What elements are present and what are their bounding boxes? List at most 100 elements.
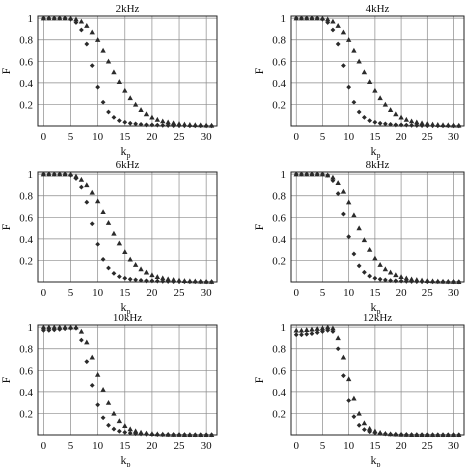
- data-point-diamond: [367, 273, 373, 279]
- data-point-diamond: [335, 346, 341, 352]
- series-diamond: [293, 15, 462, 129]
- data-point-triangle: [198, 278, 204, 284]
- data-point-triangle: [361, 420, 368, 426]
- data-point-triangle: [160, 118, 166, 124]
- data-point-diamond: [116, 118, 122, 124]
- data-point-triangle: [149, 272, 155, 278]
- y-tick-label: 0.6: [19, 365, 33, 377]
- data-point-diamond: [377, 276, 383, 282]
- x-axis-label: kp: [371, 300, 381, 316]
- data-point-diamond: [106, 422, 111, 428]
- data-point-triangle: [165, 431, 171, 437]
- y-tick-label: 1: [28, 169, 34, 181]
- data-point-triangle: [298, 171, 305, 177]
- data-point-triangle: [149, 114, 155, 120]
- data-point-diamond: [106, 109, 111, 115]
- data-point-triangle: [372, 255, 378, 261]
- data-point-diamond: [89, 63, 95, 69]
- data-point-diamond: [160, 122, 166, 128]
- x-tick-label: 25: [422, 287, 434, 299]
- data-point-triangle: [340, 188, 347, 194]
- data-point-diamond: [154, 122, 160, 128]
- x-tick-label: 0: [293, 440, 299, 452]
- y-tick-label: 0.2: [19, 99, 33, 111]
- y-tick-label: 0.8: [19, 344, 33, 356]
- data-point-triangle: [208, 432, 215, 438]
- data-point-triangle: [40, 15, 47, 21]
- data-point-triangle: [456, 432, 462, 438]
- data-point-triangle: [143, 430, 150, 436]
- data-point-triangle: [440, 122, 446, 128]
- data-point-diamond: [149, 122, 155, 128]
- series-diamond: [41, 15, 214, 129]
- chart-title: 8kHz: [366, 159, 390, 171]
- data-point-triangle: [440, 278, 446, 284]
- chart-panel: 0 5 10 15 20 25 30 0.2 0.4 0.6 0.8 1 4kHz kp F: [252, 3, 465, 160]
- data-point-triangle: [403, 116, 410, 122]
- data-point-triangle: [89, 189, 95, 195]
- data-point-diamond: [89, 221, 95, 227]
- data-point-diamond: [127, 276, 133, 282]
- y-axis-label: F: [252, 67, 266, 74]
- data-point-diamond: [388, 121, 394, 127]
- x-tick-label: 30: [201, 440, 213, 452]
- data-point-triangle: [132, 428, 139, 434]
- y-tick-label: 0.4: [19, 387, 33, 399]
- data-point-triangle: [149, 431, 155, 436]
- x-tick-label: 30: [448, 131, 460, 143]
- plot-frame: [37, 15, 218, 127]
- data-point-triangle: [361, 237, 368, 243]
- data-point-triangle: [105, 58, 112, 64]
- data-point-triangle: [377, 430, 383, 435]
- data-point-triangle: [382, 430, 389, 436]
- series-diamond: [293, 327, 462, 438]
- data-point-diamond: [116, 274, 122, 280]
- data-point-triangle: [46, 324, 52, 330]
- data-point-triangle: [138, 429, 144, 435]
- x-axis-label: kp: [121, 453, 131, 467]
- data-point-triangle: [319, 171, 326, 177]
- x-tick-label: 15: [369, 440, 381, 452]
- data-point-triangle: [304, 171, 310, 177]
- y-tick-label: 0.4: [19, 78, 33, 90]
- data-point-triangle: [366, 246, 373, 252]
- series-diamond: [41, 325, 214, 438]
- data-point-diamond: [144, 122, 149, 128]
- data-point-diamond: [106, 265, 111, 271]
- x-tick-label: 5: [68, 131, 74, 143]
- data-point-triangle: [67, 171, 74, 177]
- x-axis-label-subscript: p: [377, 460, 381, 467]
- x-tick-label: 5: [68, 287, 74, 299]
- data-point-triangle: [387, 269, 394, 275]
- data-point-diamond: [149, 278, 155, 284]
- data-point-diamond: [89, 382, 95, 388]
- data-point-diamond: [299, 332, 304, 338]
- data-point-triangle: [408, 118, 415, 124]
- data-point-diamond: [138, 277, 144, 283]
- data-point-triangle: [450, 432, 457, 438]
- data-point-triangle: [203, 122, 209, 128]
- data-point-diamond: [41, 327, 46, 333]
- y-tick-label: 0.2: [19, 408, 33, 420]
- data-point-triangle: [445, 278, 451, 284]
- y-tick-label: 1: [28, 322, 34, 334]
- data-point-triangle: [456, 279, 462, 284]
- data-point-triangle: [208, 278, 215, 284]
- x-tick-label: 10: [343, 131, 355, 143]
- data-point-diamond: [127, 120, 133, 126]
- x-tick-label: 5: [320, 287, 326, 299]
- data-point-triangle: [335, 23, 341, 28]
- data-point-triangle: [424, 278, 431, 283]
- data-point-triangle: [187, 122, 193, 127]
- x-axis-label-subscript: p: [127, 307, 131, 316]
- series-triangle: [293, 324, 462, 438]
- data-point-triangle: [67, 15, 74, 21]
- data-point-triangle: [127, 95, 133, 101]
- data-point-diamond: [111, 114, 117, 120]
- data-point-triangle: [122, 87, 128, 93]
- data-point-triangle: [408, 276, 415, 282]
- data-point-triangle: [176, 277, 182, 283]
- data-point-diamond: [116, 428, 122, 434]
- data-point-triangle: [398, 114, 404, 120]
- chart-panel: 0 5 10 15 20 25 30 0.2 0.4 0.6 0.8 1 8kHz kp F: [252, 159, 465, 316]
